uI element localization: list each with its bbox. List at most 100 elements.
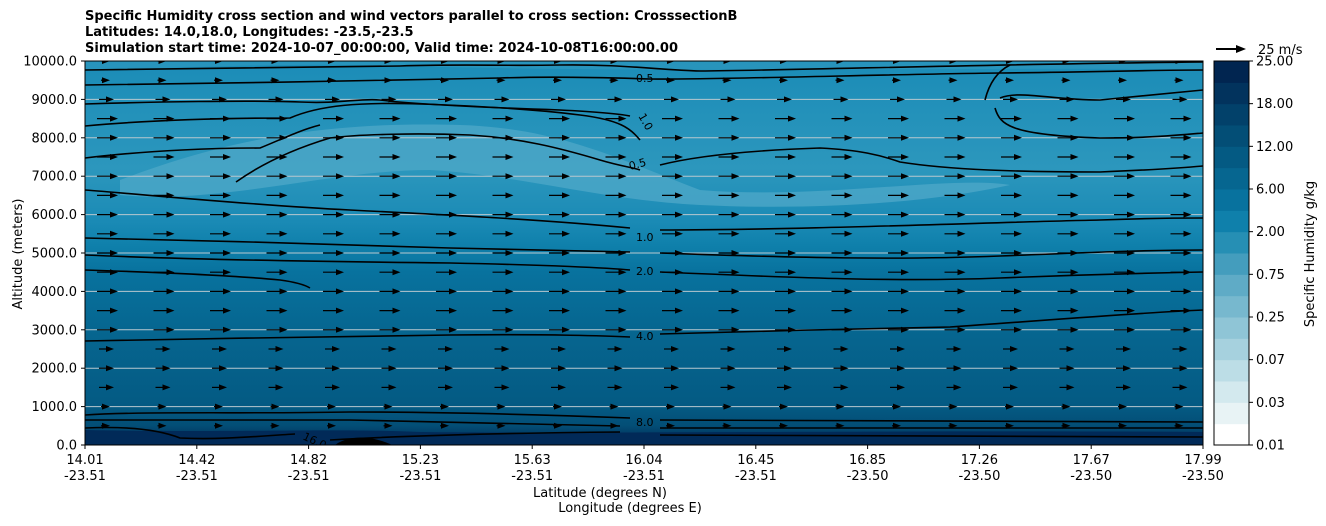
wind-vector-head bbox=[957, 250, 966, 256]
x-tick-label-lat: 15.23 bbox=[402, 453, 439, 468]
wind-vector-head bbox=[844, 307, 853, 314]
wind-vector-head bbox=[562, 307, 570, 314]
wind-vector-head bbox=[953, 96, 962, 103]
wind-vector-head bbox=[279, 173, 288, 180]
wind-vector-head bbox=[1066, 365, 1075, 372]
contour-line bbox=[85, 98, 631, 117]
y-tick-label: 9000.0 bbox=[32, 93, 78, 108]
wind-vector-head bbox=[1123, 96, 1131, 103]
wind-vector-head bbox=[215, 61, 223, 64]
wind-vector-head bbox=[893, 403, 901, 410]
wind-vector-head bbox=[336, 211, 344, 218]
colorbar-tick-label: 0.25 bbox=[1256, 311, 1285, 326]
wind-vector-head bbox=[279, 307, 288, 314]
wind-vector-head bbox=[275, 365, 284, 372]
wind-vector-head bbox=[784, 365, 792, 372]
contour-line bbox=[85, 411, 631, 419]
wind-vector-head bbox=[949, 422, 958, 429]
wind-vector-head bbox=[1119, 61, 1127, 64]
contour-label: 4.0 bbox=[636, 330, 654, 343]
wind-reference-label: 25 m/s bbox=[1258, 43, 1303, 58]
wind-vector-head bbox=[554, 61, 562, 64]
wind-vector-head bbox=[788, 173, 796, 180]
wind-vector-head bbox=[610, 422, 619, 429]
wind-vector-head bbox=[441, 77, 449, 84]
wind-vector-head bbox=[445, 365, 453, 372]
wind-vector-head bbox=[618, 326, 627, 333]
wind-vector-head bbox=[957, 211, 966, 218]
wind-vector-head bbox=[110, 326, 118, 333]
wind-vector-head bbox=[384, 403, 393, 410]
wind-vector-head bbox=[1070, 269, 1079, 276]
wind-vector-head bbox=[562, 250, 570, 256]
wind-vector-head bbox=[788, 307, 796, 314]
wind-vector-head bbox=[1070, 211, 1079, 218]
wind-vector-head bbox=[1119, 77, 1127, 84]
wind-vector-head bbox=[1123, 346, 1131, 352]
wind-vector-head bbox=[731, 326, 740, 333]
wind-vector-head bbox=[1127, 115, 1135, 122]
wind-vector-head bbox=[562, 134, 570, 141]
wind-vector-head bbox=[788, 269, 796, 276]
wind-vector-head bbox=[618, 173, 627, 180]
wind-vector-head bbox=[780, 422, 788, 429]
wind-vector-head bbox=[675, 115, 683, 122]
wind-vector-head bbox=[279, 192, 288, 199]
wind-vector-head bbox=[1070, 250, 1079, 256]
wind-vector-head bbox=[449, 307, 457, 314]
wind-vector-head bbox=[384, 61, 393, 64]
wind-vector-head bbox=[158, 61, 167, 64]
wind-vector-head bbox=[727, 96, 736, 103]
wind-vector-head bbox=[1066, 96, 1075, 103]
wind-vector-head bbox=[1175, 422, 1184, 429]
wind-vector-head bbox=[1119, 403, 1127, 410]
wind-vector-head bbox=[957, 288, 966, 295]
wind-vector-head bbox=[675, 211, 683, 218]
wind-vector-head bbox=[223, 154, 231, 160]
wind-vector-head bbox=[388, 96, 397, 103]
x-tick-label-lat: 16.04 bbox=[625, 453, 662, 468]
wind-vector-head bbox=[449, 115, 457, 122]
wind-vector-head bbox=[102, 422, 110, 429]
wind-vector-head bbox=[505, 250, 514, 256]
colorbar-segment bbox=[1214, 253, 1249, 275]
wind-vector-head bbox=[332, 96, 340, 103]
y-tick-label: 6000.0 bbox=[32, 208, 78, 223]
wind-vector-head bbox=[844, 192, 853, 199]
wind-vector-head bbox=[223, 250, 231, 256]
wind-vector-head bbox=[279, 326, 288, 333]
wind-vector-head bbox=[336, 192, 344, 199]
wind-vector-head bbox=[505, 211, 514, 218]
wind-vector-head bbox=[675, 288, 683, 295]
wind-vector-head bbox=[675, 192, 683, 199]
contour-line bbox=[85, 69, 1203, 86]
wind-vector-head bbox=[110, 173, 118, 180]
wind-vector-head bbox=[558, 365, 566, 372]
wind-vector-head bbox=[788, 230, 796, 237]
wind-vector-head bbox=[618, 269, 627, 276]
wind-vector-head bbox=[957, 269, 966, 276]
wind-vector-head bbox=[675, 307, 683, 314]
wind-vector-head bbox=[788, 326, 796, 333]
wind-vector-head bbox=[449, 230, 457, 237]
wind-vector-head bbox=[1127, 230, 1135, 237]
wind-vector-head bbox=[1127, 211, 1135, 218]
wind-vector-head bbox=[840, 365, 849, 372]
contour-label: 0.5 bbox=[627, 156, 647, 173]
contour-label: 1.0 bbox=[636, 231, 654, 244]
contour-labels: 0.50.51.01.02.04.08.016.0 bbox=[301, 72, 656, 445]
colorbar-segment bbox=[1214, 82, 1249, 105]
wind-vector-head bbox=[901, 230, 909, 237]
wind-vector-head bbox=[110, 192, 118, 199]
wind-vector-head bbox=[392, 211, 401, 218]
wind-vector-head bbox=[610, 77, 619, 84]
wind-vector-head bbox=[449, 269, 457, 276]
colorbar-segment bbox=[1214, 402, 1249, 425]
wind-vector-head bbox=[957, 230, 966, 237]
wind-vector-head bbox=[449, 173, 457, 180]
wind-vector-head bbox=[505, 192, 514, 199]
wind-vector-head bbox=[223, 288, 231, 295]
wind-vector-head bbox=[1183, 173, 1192, 180]
wind-vector-head bbox=[562, 326, 570, 333]
y-axis: 0.0 1000.0 2000.0 3000.0 4000.0 5000.0 6000.0 7… bbox=[23, 55, 85, 454]
